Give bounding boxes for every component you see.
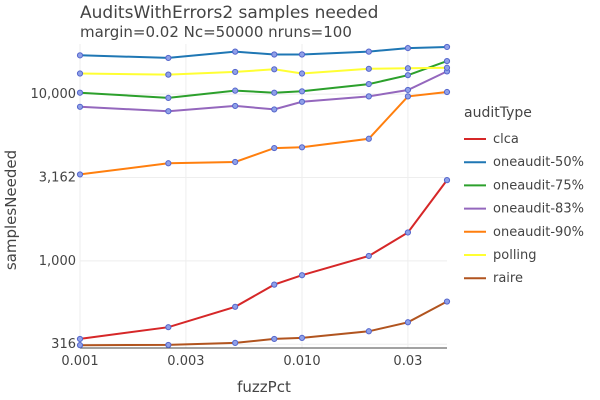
data-point-oneaudit-50%	[165, 54, 172, 62]
x-tick-label: 0.001	[61, 354, 98, 369]
series-line-oneaudit-90%	[79, 91, 448, 176]
data-point-oneaudit-75%	[271, 89, 278, 96]
data-point-polling	[404, 65, 412, 72]
data-point-raire	[404, 319, 412, 326]
data-point-clca	[232, 303, 239, 310]
y-tick-label: 316	[51, 337, 76, 352]
legend-entry-oneaudit-90%: oneaudit-90%	[493, 225, 584, 240]
data-point-polling	[443, 64, 451, 71]
series-line-raire	[79, 300, 448, 347]
data-point-oneaudit-90%	[298, 144, 306, 151]
y-tick-label: 1,000	[39, 254, 76, 269]
series-line-oneaudit-50%	[79, 46, 448, 59]
x-tick-label: 0.003	[167, 354, 204, 369]
data-point-raire	[443, 298, 451, 305]
legend-title: auditType	[464, 105, 532, 121]
data-point-oneaudit-83%	[298, 98, 306, 105]
data-point-oneaudit-83%	[271, 106, 278, 113]
data-point-oneaudit-90%	[232, 158, 239, 166]
data-point-raire	[298, 334, 306, 341]
chart-title: AuditsWithErrors2 samples needed	[80, 3, 378, 23]
data-point-oneaudit-75%	[404, 72, 412, 79]
legend-entry-oneaudit-83%: oneaudit-83%	[493, 202, 584, 217]
data-point-raire	[76, 342, 84, 349]
data-point-polling	[76, 70, 84, 77]
data-point-oneaudit-90%	[76, 171, 84, 178]
x-tick-label: 0.03	[393, 354, 422, 369]
data-point-clca	[298, 272, 306, 279]
data-point-polling	[365, 65, 372, 72]
series-points	[76, 43, 451, 349]
legend-entry-polling: polling	[493, 248, 537, 263]
series-line-polling	[79, 66, 448, 76]
data-point-oneaudit-90%	[443, 88, 451, 96]
legend-entry-oneaudit-50%: oneaudit-50%	[493, 155, 584, 170]
data-point-raire	[232, 339, 239, 346]
data-point-oneaudit-90%	[165, 160, 172, 167]
data-point-oneaudit-75%	[232, 87, 239, 94]
data-point-oneaudit-50%	[365, 48, 372, 55]
x-axis-title: fuzzPct	[237, 378, 291, 396]
data-point-polling	[232, 68, 239, 76]
data-point-clca	[365, 252, 372, 260]
data-point-raire	[271, 335, 278, 343]
series-line-oneaudit-75%	[79, 60, 448, 99]
legend-entry-clca: clca	[493, 132, 519, 147]
data-point-oneaudit-83%	[404, 86, 412, 94]
data-point-polling	[271, 66, 278, 73]
data-point-oneaudit-50%	[298, 51, 306, 58]
series-lines	[79, 46, 448, 347]
data-point-oneaudit-83%	[165, 108, 172, 115]
data-point-oneaudit-50%	[443, 43, 451, 51]
data-point-oneaudit-75%	[365, 80, 372, 88]
legend-entry-oneaudit-75%: oneaudit-75%	[493, 178, 584, 193]
data-point-oneaudit-75%	[165, 94, 172, 101]
data-point-oneaudit-75%	[298, 88, 306, 95]
data-point-oneaudit-83%	[232, 102, 239, 110]
data-point-clca	[165, 324, 172, 331]
data-point-clca	[404, 229, 412, 236]
data-point-oneaudit-90%	[404, 93, 412, 100]
data-point-clca	[271, 281, 278, 288]
data-point-oneaudit-50%	[76, 52, 84, 59]
x-tick-labels: 0.001 0.003 0.010 0.03	[61, 354, 422, 369]
data-point-oneaudit-83%	[76, 103, 84, 110]
legend: auditType clca oneaudit-50% oneaudit-75% on…	[464, 105, 584, 286]
data-point-clca	[443, 177, 451, 184]
data-point-oneaudit-75%	[76, 89, 84, 96]
y-tick-label: 3,162	[39, 171, 76, 186]
data-point-oneaudit-90%	[271, 144, 278, 152]
series-line-clca	[79, 179, 448, 340]
data-point-oneaudit-90%	[365, 135, 372, 142]
data-point-polling	[298, 70, 306, 77]
data-point-oneaudit-83%	[365, 93, 372, 100]
data-point-raire	[365, 328, 372, 335]
y-tick-labels: 316 1,000 3,162 10,000	[31, 87, 77, 352]
data-point-oneaudit-50%	[271, 51, 278, 58]
data-point-oneaudit-50%	[404, 44, 412, 52]
x-tick-label: 0.010	[283, 354, 320, 369]
data-point-oneaudit-50%	[232, 48, 239, 55]
y-axis-title: samplesNeeded	[2, 150, 20, 270]
data-point-polling	[165, 71, 172, 78]
series-line-oneaudit-83%	[79, 70, 448, 113]
y-tick-label: 10,000	[31, 87, 77, 102]
data-point-clca	[76, 335, 84, 343]
data-point-oneaudit-75%	[443, 57, 451, 65]
chart-subtitle: margin=0.02 Nc=50000 nruns=100	[80, 23, 352, 41]
legend-entry-raire: raire	[493, 271, 523, 286]
grid	[79, 44, 447, 349]
data-point-raire	[165, 341, 172, 349]
